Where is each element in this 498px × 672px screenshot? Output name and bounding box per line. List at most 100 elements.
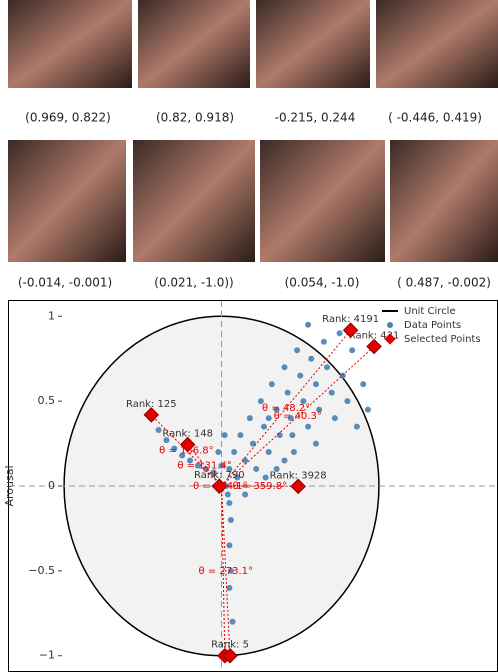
data-point	[187, 457, 194, 464]
data-point	[265, 415, 272, 422]
data-point	[202, 466, 209, 473]
angle-label: θ = 48.2°	[262, 403, 310, 414]
data-point	[328, 389, 335, 396]
data-point	[289, 432, 296, 439]
selected-point	[290, 478, 306, 495]
legend-marker	[387, 322, 393, 328]
data-point	[179, 452, 186, 459]
data-point	[339, 372, 346, 379]
data-point	[308, 355, 315, 362]
data-point	[226, 584, 233, 591]
data-point	[323, 364, 330, 371]
rank-label: Rank: 431	[349, 330, 400, 341]
angle-label: θ = 40.3°	[274, 411, 322, 422]
selected-point	[143, 407, 160, 423]
data-point	[231, 449, 238, 456]
data-point	[349, 347, 356, 354]
data-point	[281, 457, 288, 464]
angle-line	[150, 414, 222, 487]
data-point	[237, 432, 244, 439]
face-image	[376, 0, 498, 88]
data-point	[221, 432, 228, 439]
data-point	[364, 406, 371, 413]
face-image	[260, 140, 385, 262]
data-point	[253, 466, 260, 473]
caption: -0.215, 0.244	[275, 111, 356, 125]
angle-line	[221, 329, 351, 487]
angle-line	[221, 485, 226, 656]
y-tick-label: −1	[39, 649, 55, 662]
face-image	[138, 0, 250, 88]
y-tick-label: 0.5	[38, 394, 56, 407]
selected-point	[342, 322, 359, 338]
data-point	[210, 469, 217, 476]
face-image	[8, 0, 132, 88]
data-point	[226, 499, 233, 506]
selected-point	[222, 647, 238, 664]
data-point	[276, 432, 283, 439]
data-point	[312, 381, 319, 388]
rank-label: Rank: 790	[194, 470, 245, 481]
data-point	[242, 491, 249, 498]
caption: (-0.014, -0.001)	[18, 276, 112, 290]
caption: (0.021, -1.0))	[154, 276, 233, 290]
legend-label: Data Points	[404, 320, 461, 331]
legend-marker	[384, 333, 396, 345]
angle-label: θ = 273.1°	[199, 566, 253, 577]
data-point	[234, 474, 241, 481]
data-point	[227, 567, 234, 574]
data-point	[316, 406, 323, 413]
data-point	[336, 330, 343, 337]
data-point	[273, 406, 280, 413]
angle-label: θ = 184.1°	[193, 481, 247, 492]
caption: ( 0.487, -0.002)	[397, 276, 491, 290]
data-point	[194, 462, 201, 469]
data-point	[290, 449, 297, 456]
data-point	[331, 415, 338, 422]
y-tick-label: 1	[48, 309, 55, 322]
data-point	[262, 474, 269, 481]
data-point	[284, 389, 291, 396]
selected-point	[366, 338, 382, 355]
y-tick-label: −0.5	[28, 564, 55, 577]
data-point	[281, 364, 288, 371]
caption: (0.969, 0.822)	[25, 111, 111, 125]
face-image	[256, 0, 370, 88]
rank-label: Rank: 4191	[322, 314, 379, 325]
data-point	[224, 491, 231, 498]
data-point	[305, 321, 312, 328]
data-point	[226, 542, 233, 549]
face-image	[133, 140, 255, 262]
face-image	[390, 140, 498, 262]
data-point	[163, 437, 170, 444]
data-point	[360, 381, 367, 388]
data-point	[287, 415, 294, 422]
y-tick-label: 0	[48, 479, 55, 492]
data-point	[265, 449, 272, 456]
rank-label: Rank: 3928	[270, 470, 327, 481]
data-point	[215, 449, 222, 456]
selected-point	[211, 478, 228, 494]
data-point	[218, 462, 225, 469]
angle-label: θ = 131.4°	[177, 460, 231, 471]
data-point	[246, 415, 253, 422]
data-point	[261, 423, 268, 430]
data-point	[226, 466, 233, 473]
legend-label: Selected Points	[404, 334, 481, 345]
data-point	[273, 466, 280, 473]
face-images	[8, 0, 498, 262]
data-point	[297, 372, 304, 379]
angle-line	[187, 444, 222, 487]
angle-line	[221, 346, 375, 487]
data-point	[294, 347, 301, 354]
data-point	[257, 398, 264, 405]
rank-label: Rank: 5	[211, 640, 249, 651]
data-point	[344, 398, 351, 405]
data-point	[171, 445, 178, 452]
legend-label: Unit Circle	[404, 306, 456, 317]
data-point	[268, 381, 275, 388]
angle-line	[221, 485, 231, 656]
data-point	[300, 398, 307, 405]
data-point	[229, 618, 236, 625]
